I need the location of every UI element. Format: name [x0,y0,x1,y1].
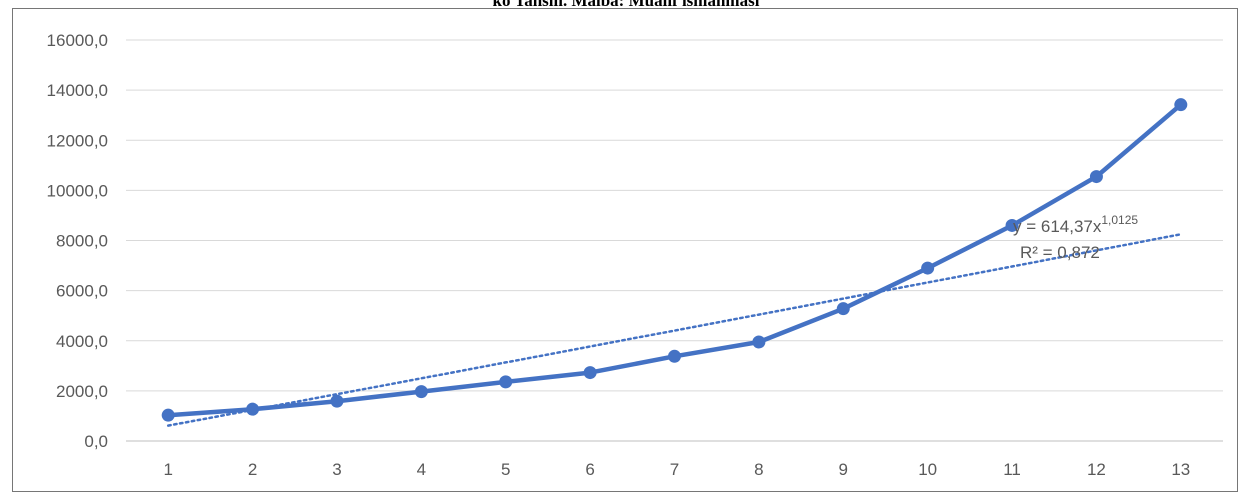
trendline-r-squared: R² = 0,872 [1020,243,1100,262]
x-tick-label: 13 [1171,460,1190,479]
x-tick-label: 5 [501,460,510,479]
data-point [246,402,260,416]
x-tick-label: 10 [918,460,937,479]
data-point [1089,170,1103,184]
trendline-annotation: y = 614,37x1,0125 R² = 0,872 [1013,213,1138,262]
x-tick-label: 3 [332,460,341,479]
y-tick-label: 8000,0 [56,232,108,251]
y-tick-label: 2000,0 [56,382,108,401]
data-point [330,394,344,408]
data-point [583,366,597,380]
data-point [668,349,681,363]
trendline-group [166,233,1183,427]
x-tick-label: 8 [754,460,763,479]
x-tick-label: 4 [417,460,426,479]
y-axis-ticks: 0,0 2000,0 4000,0 6000,0 8000,0 10000,0 12000,… [47,31,108,451]
gridlines [126,39,1223,442]
data-point [499,375,513,389]
x-tick-label: 2 [248,460,257,479]
y-tick-label: 4000,0 [56,332,108,351]
line-chart: 0,0 2000,0 4000,0 6000,0 8000,0 10000,0 12000,… [47,31,1223,479]
trendline-equation: y = 614,37x1,0125 [1013,213,1138,236]
y-tick-label: 0,0 [84,432,108,451]
chart-caption: ko Tahsili. Malba: Mualif ishlanmasi [492,0,760,10]
y-tick-label: 10000,0 [47,181,108,200]
x-tick-label: 12 [1087,460,1106,479]
trendline-equation-base: y = 614,37x [1013,217,1102,236]
x-axis-ticks: 1 2 3 4 5 6 7 8 9 10 11 12 13 [163,460,1190,479]
chart-area: 0,0 2000,0 4000,0 6000,0 8000,0 10000,0 12000,… [12,8,1238,492]
trendline [166,233,1183,427]
x-tick-label: 7 [670,460,679,479]
x-tick-label: 11 [1003,460,1021,479]
trendline-equation-exponent: 1,0125 [1101,213,1138,227]
y-tick-label: 6000,0 [56,282,108,301]
data-point [836,302,850,316]
data-point [921,261,935,275]
data-point [161,408,175,422]
data-point [414,385,428,399]
data-point [752,335,766,349]
y-tick-label: 14000,0 [47,81,108,100]
x-tick-label: 9 [839,460,848,479]
x-tick-label: 6 [585,460,594,479]
x-tick-label: 1 [163,460,172,479]
series-group [161,98,1188,422]
y-tick-label: 12000,0 [47,131,108,150]
data-point [1174,98,1188,112]
data-point [1005,218,1019,232]
y-tick-label: 16000,0 [47,31,108,50]
